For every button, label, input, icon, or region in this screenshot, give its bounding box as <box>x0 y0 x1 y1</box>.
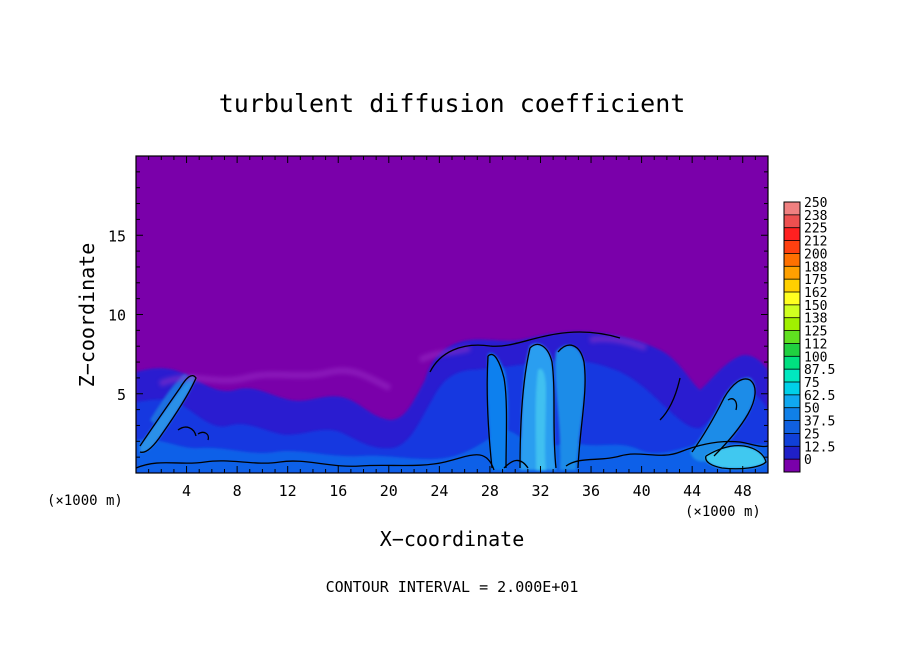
colorbar-swatch <box>784 330 800 344</box>
contour-line-plume-center <box>519 343 557 469</box>
y-tick-labels: 5 10 15 <box>108 227 126 404</box>
right-plume <box>690 377 756 462</box>
colorbar-label: 175 <box>804 273 827 288</box>
colorbar-swatch <box>784 446 800 460</box>
colorbar-label: 0 <box>804 453 812 468</box>
right-plume-core <box>705 445 766 469</box>
x-tick-label: 28 <box>481 482 499 500</box>
x-tick-label: 20 <box>380 482 398 500</box>
plot-area <box>136 156 768 473</box>
x-tick-label: 48 <box>734 482 752 500</box>
colorbar-swatch <box>784 214 800 229</box>
colorbar-swatch <box>784 240 800 254</box>
colorbar-label: 250 <box>804 196 827 211</box>
colorbar-swatch <box>784 433 800 447</box>
colorbar-swatch <box>784 369 800 383</box>
x-tick-labels: 4 8 12 16 20 24 28 32 36 40 44 48 <box>182 482 752 500</box>
colorbar-label: 12.5 <box>804 440 835 455</box>
colorbar-label: 37.5 <box>804 415 835 430</box>
contour-line-left <box>139 374 197 453</box>
colorbar-label: 150 <box>804 299 827 314</box>
contour-line-right <box>691 378 756 457</box>
colorbar-swatch <box>784 266 800 280</box>
x-tick-label: 44 <box>683 482 701 500</box>
x-axis-label: X−coordinate <box>380 527 525 551</box>
contour-line-right-edge <box>659 377 738 421</box>
colorbar-label: 238 <box>804 209 827 224</box>
contour-line-plume-right <box>557 344 586 469</box>
x-unit-label-left: (×1000 m) <box>47 493 123 509</box>
contour-line-mid-left <box>177 426 210 441</box>
x-tick-label: 16 <box>329 482 347 500</box>
x-tick-label: 12 <box>279 482 297 500</box>
colorbar-label: 62.5 <box>804 389 835 404</box>
central-plume <box>487 353 509 470</box>
colorbar-label: 112 <box>804 337 827 352</box>
colorbar-swatch <box>784 317 800 331</box>
y-axis-label: Z−coordinate <box>75 243 99 388</box>
colorbar-label: 87.5 <box>804 363 835 378</box>
colorbar-swatch <box>784 279 800 293</box>
field-region-mid <box>136 360 768 473</box>
colorbar-swatch <box>784 420 800 434</box>
colorbar-swatch <box>784 253 800 267</box>
colorbar-label: 138 <box>804 312 827 327</box>
contour-line-cap <box>429 331 621 373</box>
axis-ticks <box>136 156 768 473</box>
x-tick-label: 24 <box>430 482 448 500</box>
x-unit-label-right: (×1000 m) <box>685 504 761 520</box>
left-plume-2 <box>150 374 188 424</box>
colorbar: 2502382252122001881751621501381251121008… <box>783 196 835 473</box>
y-tick-label: 15 <box>108 227 126 245</box>
colorbar-swatch <box>784 292 800 306</box>
colorbar-swatch <box>784 343 800 357</box>
colorbar-label: 50 <box>804 402 820 417</box>
x-tick-label: 36 <box>582 482 600 500</box>
field-region-high <box>136 430 768 473</box>
colorbar-swatch <box>784 382 800 396</box>
contour-lines <box>136 331 768 471</box>
colorbar-swatch <box>784 459 800 473</box>
y-tick-label: 5 <box>117 386 126 404</box>
colorbar-label: 200 <box>804 247 827 262</box>
y-tick-label: 10 <box>108 307 126 325</box>
colorbar-swatch <box>784 227 800 241</box>
contour-line-right-core <box>705 444 767 470</box>
central-plume-right <box>555 345 586 470</box>
x-tick-label: 8 <box>233 482 242 500</box>
left-plume <box>140 375 196 453</box>
colorbar-swatch <box>784 202 800 216</box>
x-tick-label: 4 <box>182 482 191 500</box>
colorbar-swatch <box>784 407 800 421</box>
colorbar-label: 212 <box>804 235 827 250</box>
contour-line-plume-left <box>486 353 508 469</box>
colorbar-label: 225 <box>804 222 827 237</box>
contour-interval-note: CONTOUR INTERVAL = 2.000E+01 <box>326 578 579 596</box>
colorbar-swatch <box>784 356 800 370</box>
chart-title: turbulent diffusion coefficient <box>219 89 686 118</box>
x-tick-label: 32 <box>531 482 549 500</box>
colorbar-swatch <box>784 304 800 319</box>
colorbar-label: 188 <box>804 260 827 275</box>
colorbar-label: 25 <box>804 427 820 442</box>
colorbar-label: 75 <box>804 376 820 391</box>
residual-turbulence <box>158 335 648 391</box>
x-tick-label: 40 <box>633 482 651 500</box>
central-plume-streak <box>535 368 546 470</box>
colorbar-label: 125 <box>804 325 827 340</box>
colorbar-label: 100 <box>804 350 827 365</box>
colorbar-label: 162 <box>804 286 827 301</box>
colorbar-swatch <box>784 394 800 409</box>
